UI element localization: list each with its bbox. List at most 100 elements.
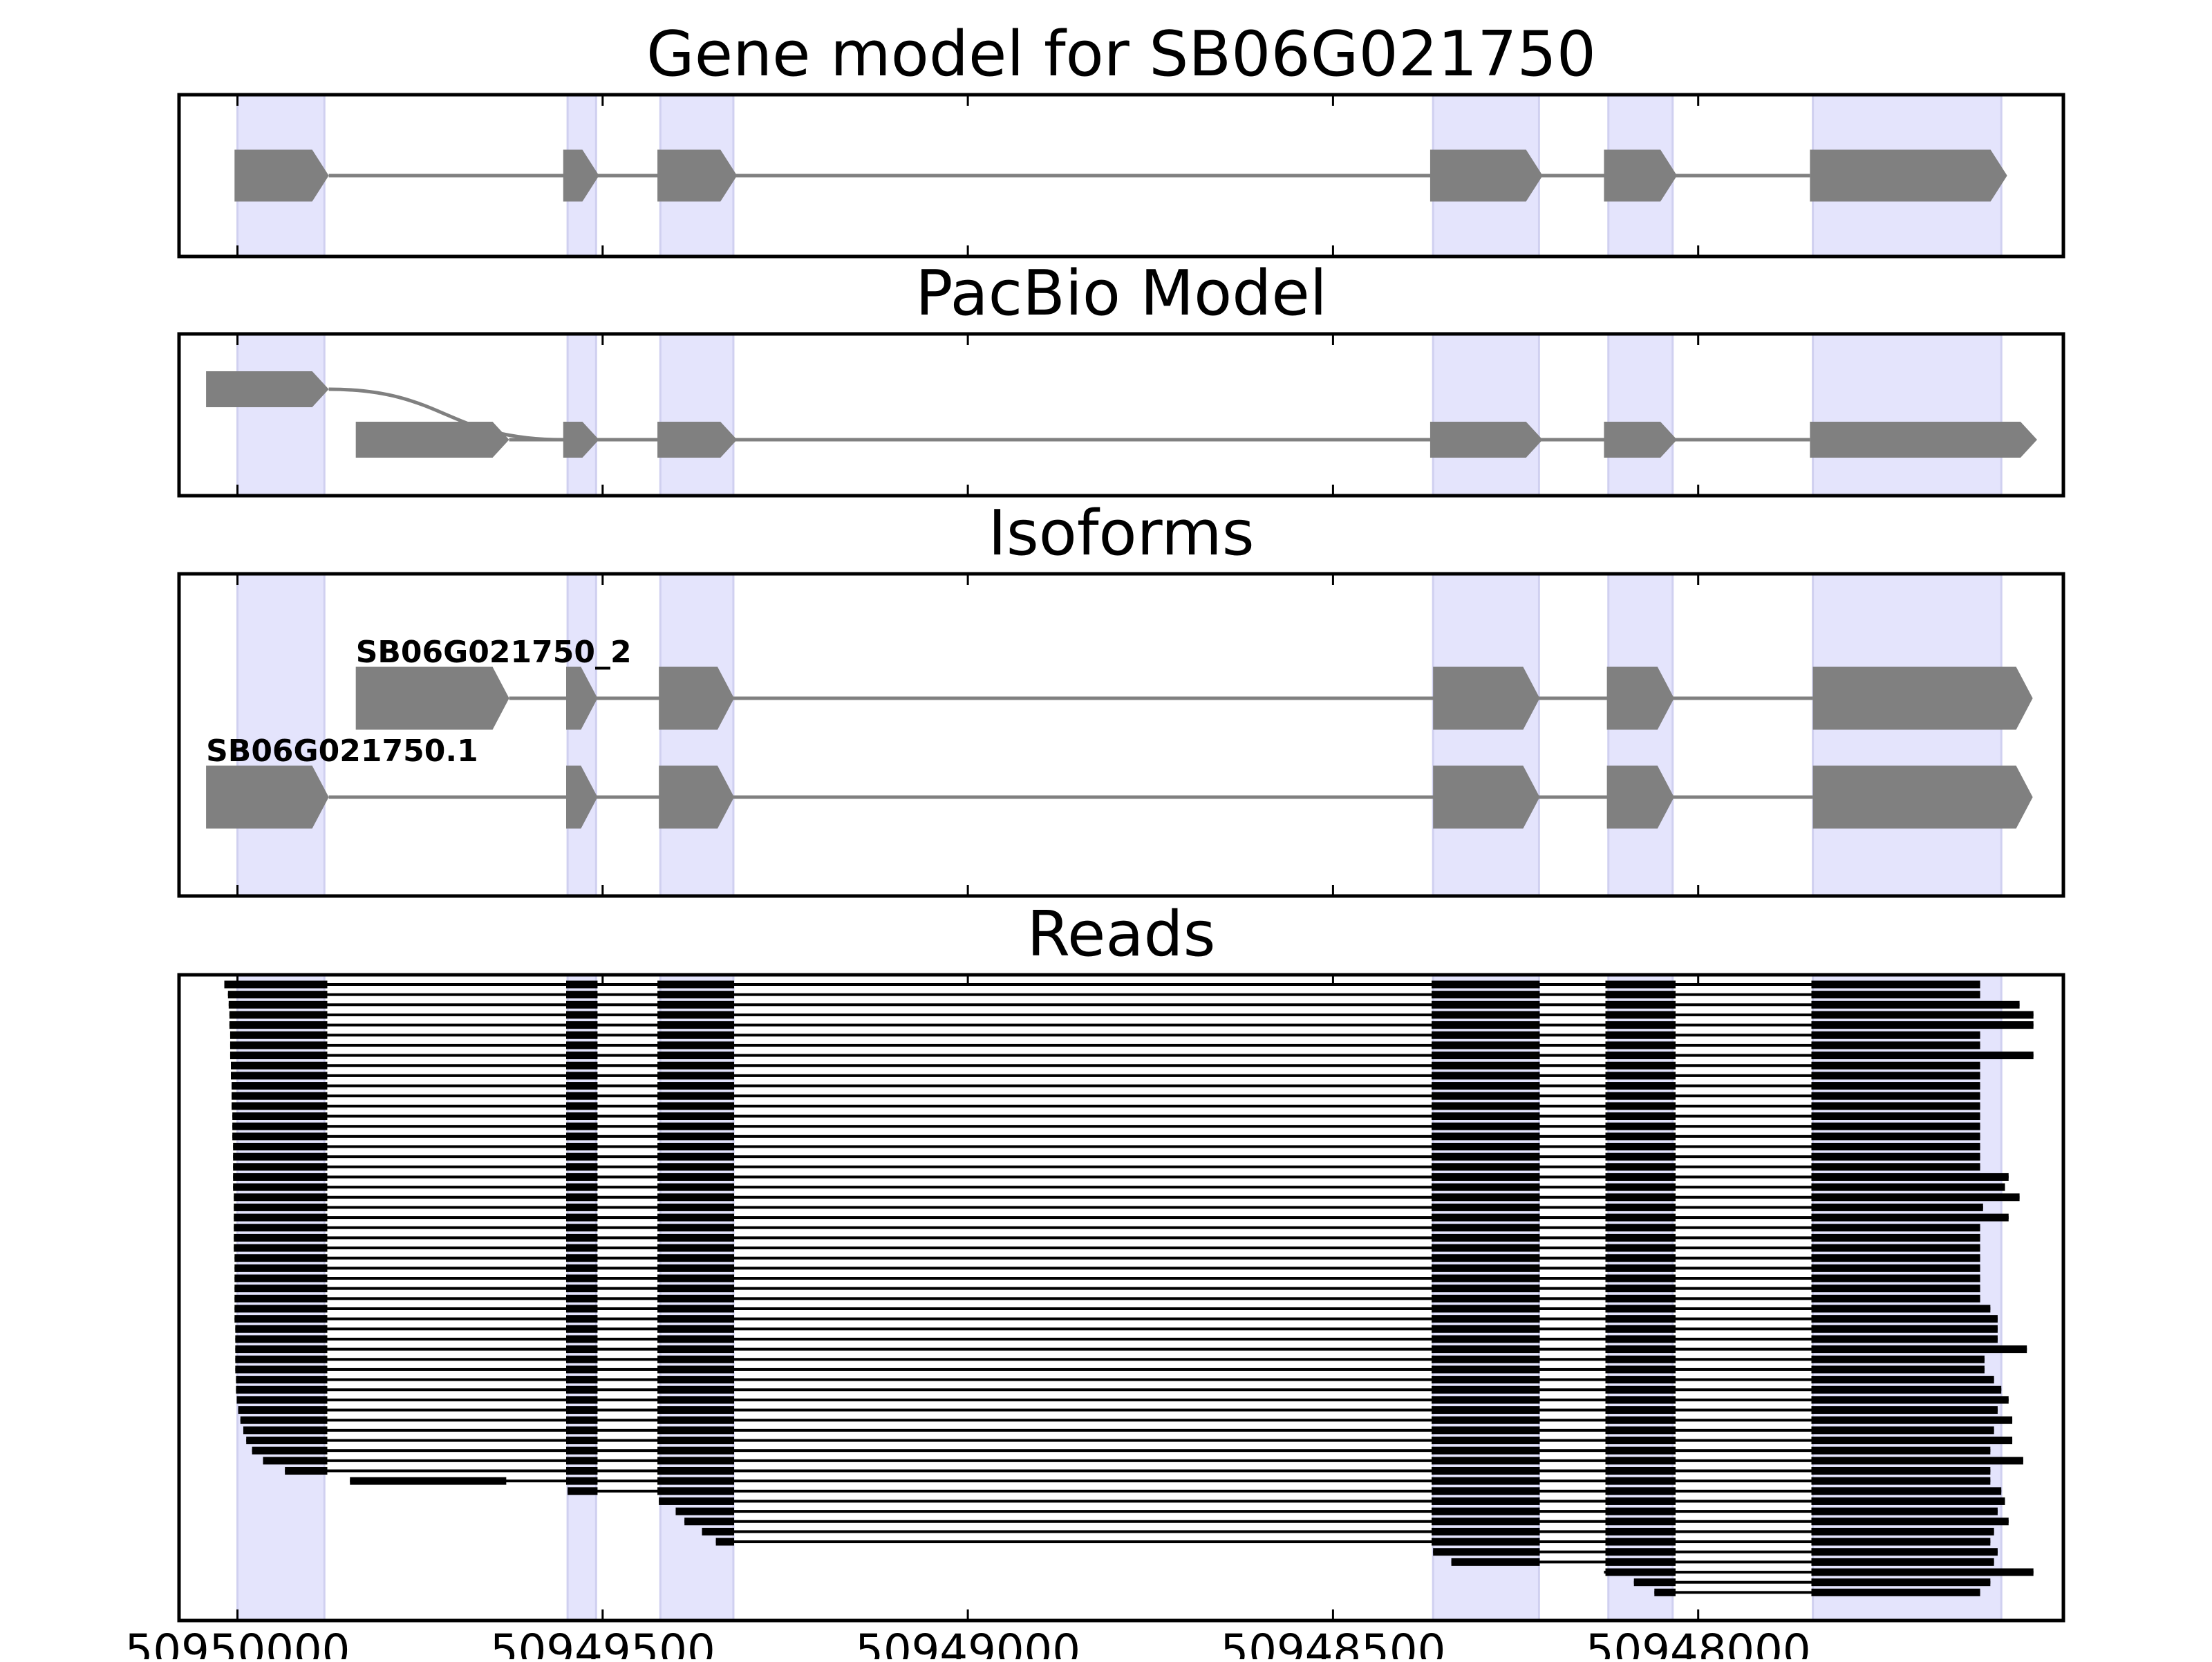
read-block [1432, 991, 1540, 999]
read-block [243, 1426, 328, 1435]
read-block [1432, 1203, 1540, 1211]
read-block [232, 1102, 328, 1110]
read-block [1811, 1041, 1980, 1049]
read-line [229, 1013, 2034, 1016]
read-block [1811, 1345, 2027, 1354]
read-block [657, 1416, 735, 1424]
read-block [1811, 1385, 2002, 1394]
read-block [565, 1052, 598, 1060]
read-block [234, 1264, 328, 1272]
exon [1606, 765, 1674, 829]
read-block [565, 1142, 598, 1150]
read-line [234, 1317, 1998, 1320]
read-line [675, 1510, 1998, 1513]
read-block [1432, 1376, 1540, 1384]
read-block [565, 1193, 598, 1202]
panel-frame [177, 973, 2065, 1623]
read-line [350, 1479, 1991, 1483]
read-block [1432, 1325, 1540, 1333]
read-block [1605, 1365, 1676, 1374]
read-line [659, 1500, 2005, 1503]
read-block [565, 1315, 598, 1323]
read-line [235, 1367, 1985, 1371]
x-tick-label: 50950000 [125, 1626, 350, 1659]
read-block [659, 1497, 735, 1505]
read-line [231, 1064, 1980, 1067]
read-block [684, 1518, 735, 1526]
read-block [1811, 1466, 1991, 1475]
read-block [1605, 1477, 1676, 1485]
read-block [565, 1213, 598, 1222]
read-block [1605, 1193, 1676, 1202]
read-block [1811, 1446, 1991, 1455]
read-block [1432, 1345, 1540, 1354]
read-block [565, 1254, 598, 1262]
read-block [565, 1011, 598, 1019]
exon-highlight [236, 572, 326, 897]
read-block [565, 1264, 598, 1272]
read-line [238, 1408, 1998, 1412]
read-block [657, 1376, 735, 1384]
exon-highlight [1607, 333, 1674, 497]
read-block [1811, 1325, 1998, 1333]
read-block [657, 1477, 735, 1485]
read-block [1811, 1568, 2034, 1576]
read-block [1605, 1061, 1676, 1070]
read-block [565, 1173, 598, 1181]
read-block [1432, 1254, 1540, 1262]
read-block [565, 1466, 598, 1475]
read-block [565, 1355, 598, 1363]
read-block [1432, 1285, 1540, 1293]
read-block [234, 1203, 328, 1211]
read-block [1605, 1345, 1676, 1354]
exon [206, 371, 329, 407]
read-block [1811, 1072, 1980, 1080]
read-block [1633, 1578, 1676, 1587]
read-line [236, 1398, 2009, 1401]
read-line [232, 1094, 1980, 1098]
read-block [1605, 1031, 1676, 1039]
read-block [565, 991, 598, 999]
read-block [565, 1376, 598, 1384]
isoform-label: SB06G021750_2 [356, 635, 632, 670]
read-block [1811, 1406, 1998, 1414]
read-block [1811, 1213, 2009, 1222]
read-block [234, 1244, 328, 1252]
read-block [1605, 1000, 1676, 1009]
read-block [1811, 1487, 2002, 1495]
read-block [1605, 1112, 1676, 1121]
exon [355, 666, 509, 730]
read-block [234, 1315, 328, 1323]
exon [234, 149, 329, 202]
read-block [565, 1345, 598, 1354]
read-block [1432, 1416, 1540, 1424]
exon [1430, 149, 1543, 202]
read-block [1811, 1142, 1980, 1150]
read-block [1605, 980, 1676, 989]
exon-highlight [1812, 572, 2003, 897]
read-block [224, 980, 328, 989]
read-block [1811, 1507, 1998, 1515]
read-block [1432, 1233, 1540, 1242]
read-block [1432, 1315, 1540, 1323]
exon [565, 666, 598, 730]
read-block [1605, 1254, 1676, 1262]
read-line [229, 1043, 1980, 1047]
read-block [1811, 991, 1980, 999]
read-block [1605, 1437, 1676, 1445]
read-block [1811, 1315, 1998, 1323]
intron-curve [328, 387, 563, 442]
read-block [1605, 1285, 1676, 1293]
read-block [565, 1396, 598, 1404]
read-line [234, 1297, 1980, 1300]
exon-highlight [659, 572, 735, 897]
panel-title: PacBio Model [915, 257, 1327, 330]
read-block [565, 1021, 598, 1029]
read-block [1811, 1527, 1994, 1535]
read-block [1432, 1092, 1540, 1100]
read-block [1605, 1446, 1676, 1455]
read-block [1811, 1518, 2009, 1526]
read-block [657, 1457, 735, 1465]
read-block [1605, 1355, 1676, 1363]
read-block [565, 1446, 598, 1455]
